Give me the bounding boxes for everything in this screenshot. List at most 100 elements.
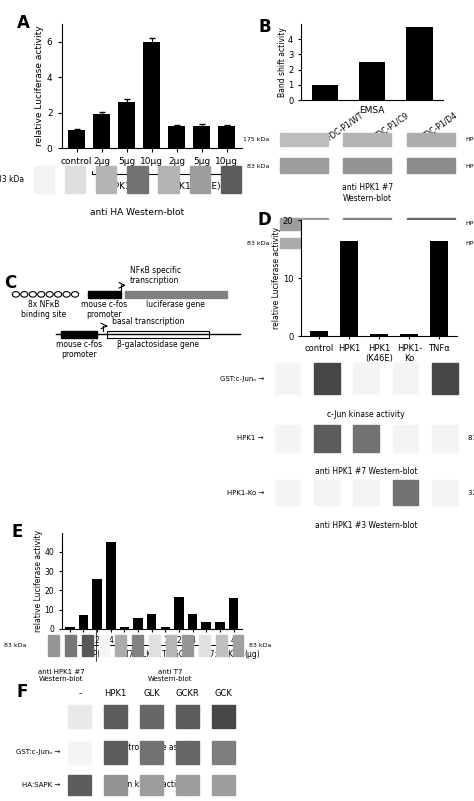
Bar: [212, 775, 236, 795]
Bar: [188, 614, 197, 629]
Bar: [165, 635, 176, 656]
X-axis label: EMSA: EMSA: [359, 106, 385, 115]
Text: c-Jun kinase activity: c-Jun kinase activity: [328, 409, 405, 419]
Bar: [407, 218, 455, 230]
Text: 83 kDa: 83 kDa: [247, 240, 269, 246]
Bar: [343, 238, 392, 248]
Bar: [199, 635, 210, 656]
Text: anti HA Western-blot: anti HA Western-blot: [91, 208, 184, 217]
Bar: [61, 331, 97, 338]
Bar: [140, 741, 164, 763]
Text: HPK1: HPK1: [87, 650, 107, 659]
Bar: [34, 166, 54, 193]
Text: GST:c-Junₙ →: GST:c-Junₙ →: [219, 376, 264, 382]
Bar: [118, 102, 136, 148]
Bar: [176, 705, 200, 727]
Bar: [190, 166, 210, 193]
Text: luciferase gene: luciferase gene: [146, 300, 205, 309]
Bar: [340, 240, 358, 336]
Text: HA:SAPK →: HA:SAPK →: [22, 782, 60, 788]
Y-axis label: relative Luciferase activity: relative Luciferase activity: [34, 529, 43, 632]
Bar: [354, 480, 379, 505]
Text: F: F: [17, 683, 28, 701]
Bar: [407, 159, 455, 174]
Text: anti T7
Western-blot: anti T7 Western-blot: [148, 669, 192, 682]
Bar: [65, 635, 76, 656]
Bar: [119, 627, 129, 629]
Bar: [158, 166, 179, 193]
Bar: [432, 425, 457, 452]
Bar: [168, 126, 185, 148]
Bar: [143, 42, 160, 148]
Bar: [68, 775, 91, 795]
Bar: [106, 542, 116, 629]
Text: A: A: [17, 14, 29, 32]
Text: β-galactosidase gene: β-galactosidase gene: [117, 340, 199, 349]
Bar: [275, 425, 300, 452]
Text: (μg): (μg): [245, 650, 260, 659]
Bar: [68, 131, 85, 148]
Bar: [68, 705, 91, 727]
Y-axis label: relative Luciferase activity: relative Luciferase activity: [273, 227, 282, 329]
Bar: [310, 331, 328, 336]
Bar: [88, 291, 121, 298]
Bar: [280, 238, 328, 248]
Y-axis label: Band shift activity: Band shift activity: [278, 27, 287, 97]
Text: HPK1: HPK1: [465, 163, 474, 168]
Bar: [92, 579, 102, 629]
Bar: [176, 775, 200, 795]
Bar: [430, 240, 448, 336]
Text: mouse c-fos
promoter: mouse c-fos promoter: [81, 300, 127, 320]
Bar: [280, 218, 328, 230]
Bar: [68, 741, 91, 763]
Bar: [147, 614, 156, 629]
Text: HPK1: HPK1: [105, 689, 127, 698]
Bar: [275, 480, 300, 505]
Text: C: C: [4, 274, 17, 292]
Text: FDC-P1/WT: FDC-P1/WT: [325, 111, 365, 143]
Bar: [221, 166, 241, 193]
Bar: [104, 705, 128, 727]
Bar: [354, 364, 379, 394]
Text: c-Jun kinase activity: c-Jun kinase activity: [113, 779, 191, 788]
Bar: [229, 598, 238, 629]
Bar: [311, 85, 337, 100]
Bar: [96, 166, 117, 193]
Bar: [215, 622, 225, 629]
Bar: [128, 166, 147, 193]
Bar: [133, 618, 143, 629]
Bar: [31, 635, 42, 656]
Bar: [406, 27, 432, 100]
Text: in vitro kinase assay: in vitro kinase assay: [328, 260, 407, 269]
Bar: [275, 364, 300, 394]
Text: D: D: [257, 211, 271, 229]
Text: anti HPK1 #7
Western-blot: anti HPK1 #7 Western-blot: [342, 183, 393, 203]
Text: NFκB specific
transcription: NFκB specific transcription: [130, 266, 181, 285]
Text: HPK1: HPK1: [465, 240, 474, 246]
Text: 83 kDa: 83 kDa: [249, 643, 271, 648]
Bar: [233, 635, 244, 656]
Bar: [104, 775, 128, 795]
Bar: [314, 425, 339, 452]
Text: HPK1:HA: HPK1:HA: [465, 137, 474, 142]
Bar: [432, 480, 457, 505]
Text: HPK1:HA: HPK1:HA: [107, 182, 146, 191]
Text: 83 kDa: 83 kDa: [4, 643, 26, 648]
Bar: [174, 597, 184, 629]
Bar: [216, 635, 227, 656]
Text: T7:GCK: T7:GCK: [206, 650, 234, 659]
Bar: [182, 635, 193, 656]
Text: T7:GCKR: T7:GCKR: [162, 650, 196, 659]
Text: HPK1 →: HPK1 →: [237, 435, 264, 441]
Bar: [48, 635, 59, 656]
Text: 8x NFκB
binding site: 8x NFκB binding site: [21, 300, 67, 320]
Bar: [65, 627, 74, 629]
Bar: [407, 133, 455, 146]
Bar: [407, 238, 455, 248]
Bar: [149, 635, 160, 656]
Bar: [140, 705, 164, 727]
Text: GST:c-Junₙ →: GST:c-Junₙ →: [16, 749, 60, 755]
Text: GLK: GLK: [143, 689, 160, 698]
Bar: [343, 218, 392, 230]
Bar: [201, 622, 211, 629]
